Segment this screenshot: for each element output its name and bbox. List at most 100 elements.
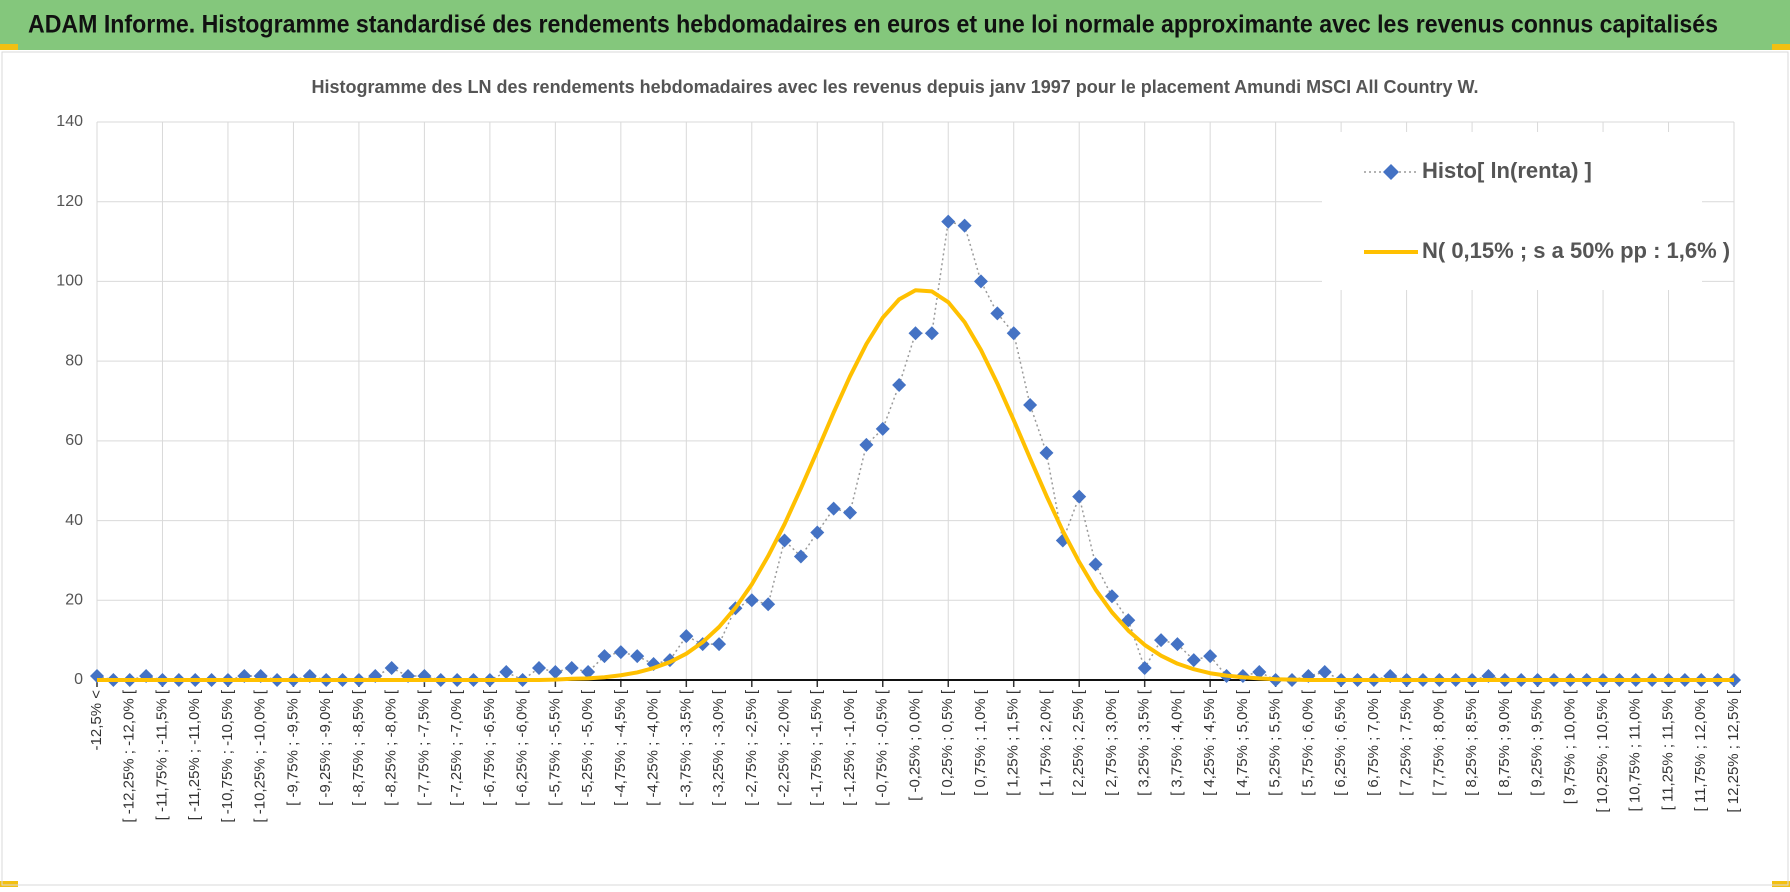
marker — [843, 505, 858, 520]
marker — [1317, 665, 1332, 680]
marker — [679, 629, 694, 644]
marker — [957, 218, 972, 233]
marker — [1023, 397, 1038, 412]
marker — [810, 525, 825, 540]
x-tick-label: [ 9,75% ; 10,0% [ — [1561, 689, 1578, 804]
x-tick-label: [ 10,75% ; 11,0% [ — [1627, 689, 1644, 811]
legend-marker — [1383, 164, 1399, 180]
x-tick-label: [ -4,25% ; -4,0% [ — [645, 689, 662, 806]
y-tick-label: 20 — [65, 592, 83, 609]
y-tick-label: 140 — [56, 113, 83, 130]
legend: Histo[ ln(renta) ] N( 0,15% ; s a 50% pp … — [1322, 132, 1730, 290]
x-tick-label: [ 3,75% ; 4,0% [ — [1168, 689, 1185, 796]
x-tick-label: [ -2,25% ; -2,0% [ — [776, 689, 793, 806]
x-tick-label: [ 5,25% ; 5,5% [ — [1267, 689, 1284, 796]
x-tick-label: [ -8,75% ; -8,5% [ — [350, 689, 367, 806]
marker — [744, 593, 759, 608]
x-tick-label: [ 11,75% ; 12,0% [ — [1692, 689, 1709, 811]
x-tick-label: [ -6,25% ; -6,0% [ — [514, 689, 531, 806]
marker — [793, 549, 808, 564]
marker — [892, 378, 907, 393]
legend-label: N( 0,15% ; s a 50% pp : 1,6% ) — [1422, 238, 1730, 263]
x-tick-label: [ -2,75% ; -2,5% [ — [743, 689, 760, 806]
marker — [1088, 557, 1103, 572]
marker — [1170, 637, 1185, 652]
series-line — [97, 288, 1734, 682]
x-tick-label: [ -10,25% ; -10,0% [ — [252, 689, 269, 822]
x-tick-label: [ -9,75% ; -9,5% [ — [284, 689, 301, 806]
x-tick-label: [ 4,25% ; 4,5% [ — [1201, 689, 1218, 796]
y-tick-label: 40 — [65, 512, 83, 529]
x-tick-label: [ 1,25% ; 1,5% [ — [1005, 689, 1022, 796]
marker — [875, 421, 890, 436]
x-tick-label: [ 12,25% ; 12,5% [ — [1725, 689, 1742, 812]
x-tick-label: [ -4,75% ; -4,5% [ — [612, 689, 629, 806]
x-tick-label: [ -8,25% ; -8,0% [ — [383, 689, 400, 806]
x-tick-label: [ 5,75% ; 6,0% [ — [1299, 689, 1316, 796]
marker — [1039, 445, 1054, 460]
x-tick-label: [ -10,75% ; -10,5% [ — [219, 689, 236, 822]
header-bar — [0, 0, 1790, 50]
x-tick-label: [ 11,25% ; 11,5% [ — [1659, 689, 1676, 810]
chart-title: Histogramme des LN des rendements hebdom… — [311, 77, 1478, 97]
marker — [859, 437, 874, 452]
y-tick-label: 80 — [65, 352, 83, 369]
marker — [973, 274, 988, 289]
x-tick-label: [ 3,25% ; 3,5% [ — [1136, 689, 1153, 796]
x-tick-label: [ -0,25% ; 0,0% [ — [906, 689, 923, 801]
x-tick-label: [ 7,75% ; 8,0% [ — [1430, 689, 1447, 796]
y-tick-label: 100 — [56, 273, 83, 290]
marker — [1252, 665, 1267, 680]
marker — [1203, 649, 1218, 664]
x-tick-label: [ -7,25% ; -7,0% [ — [448, 689, 465, 806]
x-tick-label: [ -12,25% ; -12,0% [ — [121, 689, 138, 822]
x-tick-label: [ -11,75% ; -11,5% [ — [153, 689, 170, 820]
chart-border — [1, 51, 1789, 886]
marker — [1072, 489, 1087, 504]
page-title: ADAM Informe. Histogramme standardisé de… — [28, 11, 1718, 39]
x-tick-label: [ 2,75% ; 3,0% [ — [1103, 689, 1120, 796]
marker — [630, 649, 645, 664]
marker — [761, 597, 776, 612]
x-tick-label: [ -6,75% ; -6,5% [ — [481, 689, 498, 806]
marker — [826, 501, 841, 516]
corner — [1772, 44, 1790, 50]
legend-box — [1322, 132, 1702, 290]
marker — [712, 637, 727, 652]
x-tick-label: [ -5,25% ; -5,0% [ — [579, 689, 596, 806]
marker — [499, 665, 514, 680]
x-tick-label: [ 8,25% ; 8,5% [ — [1463, 689, 1480, 796]
x-tick-label: [ -1,25% ; -1,0% [ — [841, 689, 858, 806]
x-tick-label: [ 9,25% ; 9,5% [ — [1529, 689, 1546, 796]
x-tick-label: [ 8,75% ; 9,0% [ — [1496, 689, 1513, 796]
x-tick-label: [ 0,75% ; 1,0% [ — [972, 689, 989, 796]
y-tick-label: 120 — [56, 193, 83, 210]
marker — [1006, 326, 1021, 341]
marker — [1137, 661, 1152, 676]
legend-label: Histo[ ln(renta) ] — [1422, 158, 1592, 183]
marker — [990, 306, 1005, 321]
y-tick-label: 0 — [74, 671, 83, 688]
x-tick-label: [ 0,25% ; 0,5% [ — [939, 689, 956, 796]
corner — [1772, 881, 1790, 887]
marker — [908, 326, 923, 341]
marker — [531, 661, 546, 676]
x-tick-label: [ 1,75% ; 2,0% [ — [1037, 689, 1054, 796]
grid: 0 20 40 60 80 100 120 140 -12,5% < [ -12,25% ; -1… — [56, 113, 1742, 822]
marker — [384, 661, 399, 676]
marker — [581, 665, 596, 680]
marker — [613, 645, 628, 660]
corner — [0, 44, 18, 50]
corner — [0, 881, 18, 887]
y-tick-label: 60 — [65, 432, 83, 449]
x-tick-label: [ -3,75% ; -3,5% [ — [677, 689, 694, 806]
marker — [1154, 633, 1169, 648]
x-tick-label: [ -11,25% ; -11,0% [ — [186, 689, 203, 820]
x-tick-label: [ 7,25% ; 7,5% [ — [1398, 689, 1415, 796]
marker — [548, 665, 563, 680]
x-tick-label: [ 4,75% ; 5,0% [ — [1234, 689, 1251, 796]
marker — [777, 533, 792, 548]
x-tick-label: [ -1,75% ; -1,5% [ — [808, 689, 825, 806]
